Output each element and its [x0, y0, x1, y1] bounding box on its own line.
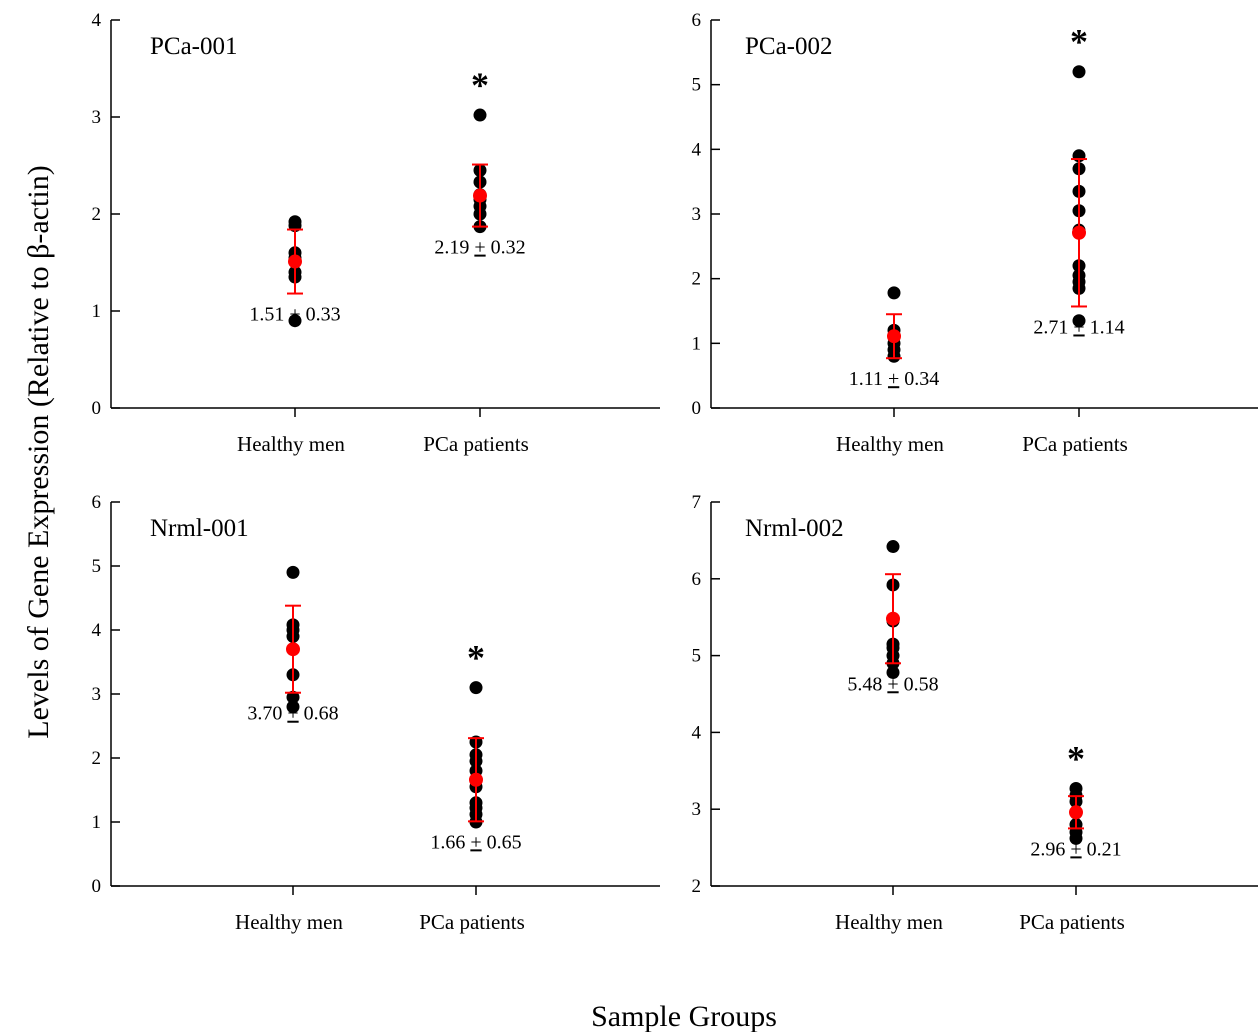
x-tick-label: Healthy men — [836, 432, 944, 456]
data-point — [1072, 65, 1086, 79]
y-tick-label: 6 — [692, 569, 702, 590]
y-tick-label: 4 — [692, 722, 702, 743]
mean-point — [469, 772, 483, 787]
data-point — [286, 690, 300, 704]
significance-marker: * — [1067, 738, 1085, 778]
panel-title: Nrml-002 — [745, 515, 844, 542]
y-tick-label: 5 — [692, 75, 702, 96]
y-tick-label: 2 — [692, 876, 702, 897]
mean-point — [886, 611, 900, 626]
y-tick-label: 5 — [692, 646, 702, 667]
y-tick-label: 2 — [692, 269, 702, 290]
data-point — [473, 108, 487, 122]
data-point — [886, 540, 900, 554]
data-point — [286, 700, 300, 714]
mean-point — [286, 642, 300, 657]
x-tick-label: PCa patients — [419, 910, 525, 934]
y-tick-label: 1 — [92, 301, 102, 322]
mean-point — [288, 254, 302, 269]
mean-sd-label: 2.96 + 0.21 — [1030, 838, 1121, 860]
panel-title: PCa-002 — [745, 33, 833, 60]
data-point — [469, 681, 483, 695]
data-point — [1069, 781, 1083, 795]
mean-sd-label: 1.11 + 0.34 — [849, 368, 940, 390]
y-tick-label: 6 — [692, 10, 702, 31]
y-tick-label: 7 — [692, 492, 702, 513]
panel-title: PCa-001 — [150, 33, 238, 60]
y-tick-label: 0 — [92, 876, 102, 897]
mean-point — [887, 329, 901, 344]
mean-sd-label: 1.66 + 0.65 — [430, 831, 521, 853]
chart-panel: 2 3 4 5 6 7 Healthy men PCa patients Nrml-002 5.4… — [692, 492, 1258, 934]
x-tick-label: Healthy men — [235, 910, 343, 934]
chart-panel: 0 1 2 3 4 5 6 Healthy men PCa patients Nrml-001 3.… — [92, 492, 660, 934]
y-tick-label: 3 — [692, 204, 702, 225]
x-tick-label: PCa patients — [1019, 910, 1125, 934]
y-axis-label: Levels of Gene Expression (Relative to β… — [22, 165, 55, 738]
mean-sd-label: 2.19 + 0.32 — [434, 237, 525, 259]
y-tick-label: 2 — [92, 204, 102, 225]
chart-panel: 0 1 2 3 4 Healthy men PCa patients PCa-001 1.51 … — [92, 10, 660, 456]
y-tick-label: 1 — [92, 812, 102, 833]
data-point — [288, 215, 302, 229]
mean-point — [1072, 225, 1086, 240]
data-point — [886, 665, 900, 679]
y-tick-label: 6 — [92, 492, 102, 513]
mean-sd-label: 3.70 + 0.68 — [247, 703, 338, 725]
y-tick-label: 2 — [92, 748, 102, 769]
y-tick-label: 0 — [692, 398, 702, 419]
data-point — [887, 286, 901, 300]
y-tick-label: 3 — [92, 107, 102, 128]
data-point — [1072, 314, 1086, 328]
significance-marker: * — [471, 65, 489, 105]
x-axis-label: Sample Groups — [591, 1000, 777, 1032]
y-tick-label: 5 — [92, 556, 102, 577]
panels-group: 0 1 2 3 4 Healthy men PCa patients PCa-001 1.51 … — [92, 10, 1258, 934]
panel-title: Nrml-001 — [150, 515, 249, 542]
x-tick-label: PCa patients — [1022, 432, 1128, 456]
data-point — [288, 314, 302, 328]
mean-sd-label: 5.48 + 0.58 — [847, 673, 938, 695]
y-tick-label: 4 — [692, 139, 702, 160]
y-tick-label: 4 — [92, 620, 102, 641]
y-tick-label: 4 — [92, 10, 102, 31]
x-tick-label: Healthy men — [835, 910, 943, 934]
mean-point — [1069, 805, 1083, 820]
mean-sd-label: 1.51 + 0.33 — [249, 304, 340, 326]
y-tick-label: 0 — [92, 398, 102, 419]
mean-sd-label: 2.71 + 1.14 — [1033, 316, 1124, 338]
y-tick-label: 3 — [692, 799, 702, 820]
significance-marker: * — [467, 638, 485, 678]
significance-marker: * — [1070, 22, 1088, 62]
y-tick-label: 3 — [92, 684, 102, 705]
x-tick-label: PCa patients — [423, 432, 529, 456]
chart-panel: 0 1 2 3 4 5 6 Healthy men PCa patients PCa-002 1.1… — [692, 10, 1258, 456]
mean-point — [473, 188, 487, 203]
data-point — [286, 565, 300, 579]
x-tick-label: Healthy men — [237, 432, 345, 456]
y-tick-label: 1 — [692, 333, 702, 354]
